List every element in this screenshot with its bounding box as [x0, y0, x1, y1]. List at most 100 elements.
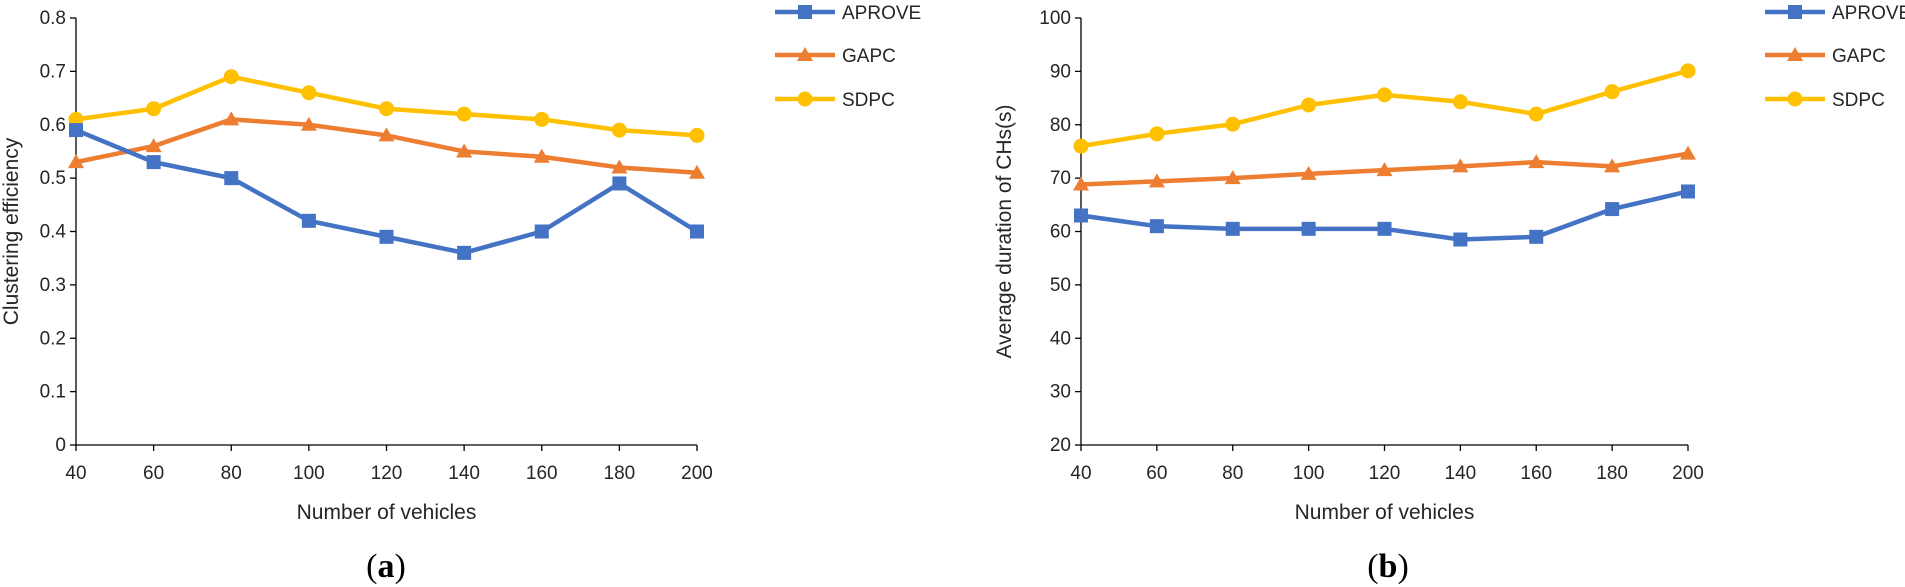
- panel-label-close: ): [1397, 548, 1408, 585]
- y-tick-label: 50: [1050, 275, 1071, 296]
- legend-item-aprove: APROVE: [1765, 3, 1905, 24]
- data-point-sdpc: [1073, 138, 1089, 154]
- data-point-aprove: [224, 171, 239, 186]
- data-point-sdpc: [1377, 87, 1392, 103]
- data-point-gapc: [1073, 176, 1089, 191]
- data-point-gapc: [68, 154, 84, 169]
- y-tick-label: 0.1: [40, 382, 66, 403]
- data-point-aprove: [1225, 221, 1240, 236]
- legend-item-gapc: GAPC: [775, 46, 896, 67]
- panel-label: (b): [1367, 548, 1409, 585]
- x-tick-label: 100: [293, 463, 325, 484]
- data-point-sdpc: [456, 106, 472, 122]
- y-axis-title: Average duration of CHs(s): [993, 104, 1016, 358]
- y-tick-label: 0.4: [40, 222, 67, 243]
- x-tick-label: 100: [1293, 463, 1325, 484]
- legend-item-aprove: APROVE: [775, 3, 921, 24]
- y-tick-label: 0.5: [40, 168, 66, 189]
- data-point-sdpc: [301, 85, 317, 101]
- data-point-sdpc: [379, 101, 394, 117]
- y-tick-label: 0.6: [40, 115, 66, 136]
- chart-b-average-duration: 20 30 40 50 60 70 80 90 100 40 60 80 100 120 140 160 180…: [993, 3, 1905, 585]
- data-point-aprove: [690, 224, 704, 239]
- series-gapc: [68, 111, 705, 179]
- x-tick-label: 200: [1672, 463, 1704, 484]
- data-point-aprove: [1681, 184, 1695, 199]
- data-point-aprove: [1149, 219, 1164, 234]
- y-tick-label: 80: [1050, 115, 1071, 136]
- data-point-gapc: [1680, 145, 1696, 160]
- data-point-aprove: [1605, 202, 1620, 217]
- data-point-aprove: [301, 213, 316, 228]
- x-tick-label: 200: [681, 463, 713, 484]
- x-tick-label: 140: [448, 463, 480, 484]
- x-tick-label: 180: [604, 463, 636, 484]
- data-point-aprove: [146, 155, 161, 170]
- data-point-gapc: [1148, 173, 1165, 188]
- legend-swatch-marker: [797, 91, 813, 107]
- y-tick-label: 60: [1050, 222, 1071, 243]
- y-tick-label: 90: [1050, 61, 1071, 82]
- x-tick-label: 120: [1369, 463, 1401, 484]
- x-axis-title: Number of vehicles: [297, 501, 477, 524]
- legend-item-gapc: GAPC: [1765, 46, 1886, 67]
- series-line-sdpc: [1078, 68, 1691, 149]
- data-point-gapc: [1224, 170, 1241, 185]
- data-point-gapc: [1604, 158, 1621, 173]
- data-point-sdpc: [1149, 126, 1165, 142]
- data-point-gapc: [456, 143, 473, 158]
- panel-label-letter: b: [1379, 548, 1398, 585]
- data-point-gapc: [223, 111, 240, 126]
- x-tick-label: 120: [371, 463, 403, 484]
- y-tick-label: 0.2: [40, 328, 66, 349]
- y-tick-label: 0: [55, 435, 66, 456]
- data-point-aprove: [1074, 208, 1088, 223]
- x-axis-title: Number of vehicles: [1295, 501, 1475, 524]
- data-point-aprove: [534, 224, 549, 239]
- data-point-gapc: [378, 127, 395, 142]
- data-point-gapc: [1300, 165, 1317, 180]
- data-point-gapc: [300, 116, 317, 131]
- data-point-sdpc: [1301, 97, 1317, 113]
- panel-label-open: (: [1367, 548, 1378, 585]
- data-point-sdpc: [146, 101, 162, 117]
- series-aprove: [69, 123, 704, 260]
- data-point-aprove: [612, 176, 627, 191]
- data-point-sdpc: [689, 127, 705, 143]
- panel-label-open: (: [366, 548, 377, 585]
- data-point-sdpc: [1528, 106, 1544, 122]
- legend-item-sdpc: SDPC: [775, 90, 895, 111]
- legend-swatch-marker: [1787, 47, 1803, 61]
- data-point-aprove: [379, 229, 394, 244]
- x-tick-label: 40: [1070, 463, 1091, 484]
- y-tick-label: 30: [1050, 382, 1071, 403]
- series-sdpc: [68, 69, 705, 143]
- x-tick-label: 160: [1520, 463, 1552, 484]
- panel-label-letter: a: [378, 548, 395, 585]
- y-tick-label: 70: [1050, 168, 1071, 189]
- data-point-sdpc: [1604, 84, 1620, 100]
- x-tick-label: 60: [1146, 463, 1167, 484]
- legend-swatch-marker: [1787, 91, 1803, 107]
- x-tick-label: 80: [221, 463, 242, 484]
- legend-swatch-marker: [798, 5, 812, 19]
- data-point-gapc: [1528, 154, 1545, 169]
- data-point-sdpc: [1452, 94, 1468, 110]
- legend-label: GAPC: [842, 46, 896, 67]
- data-point-aprove: [69, 123, 83, 138]
- y-tick-label: 0.7: [40, 61, 66, 82]
- legend-label: SDPC: [1832, 90, 1885, 111]
- series-aprove: [1074, 184, 1695, 247]
- legend-label: APROVE: [1832, 3, 1905, 24]
- data-point-aprove: [457, 245, 472, 260]
- series-gapc: [1073, 145, 1696, 191]
- panel-label: (a): [366, 548, 406, 585]
- legend-label: SDPC: [842, 90, 895, 111]
- legend-swatch-marker: [797, 47, 813, 61]
- legend-label: APROVE: [842, 3, 921, 24]
- data-point-gapc: [1452, 158, 1469, 173]
- data-point-gapc: [533, 148, 550, 163]
- series-sdpc: [1073, 63, 1696, 154]
- x-tick-label: 60: [143, 463, 164, 484]
